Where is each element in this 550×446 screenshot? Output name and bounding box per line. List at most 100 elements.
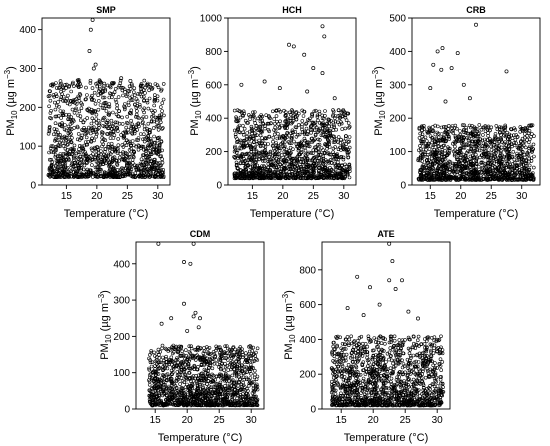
scatter-point [527, 137, 532, 142]
scatter-point [129, 108, 134, 113]
scatter-point [110, 95, 114, 100]
scatter-point [63, 147, 68, 151]
scatter-point [155, 120, 159, 125]
scatter-point [142, 168, 147, 173]
scatter-point [132, 90, 136, 94]
scatter-point [121, 145, 126, 149]
scatter-point [65, 97, 69, 101]
scatter-point [114, 100, 119, 104]
scatter-point [126, 121, 130, 126]
scatter-point [258, 119, 263, 124]
scatter-point [320, 24, 325, 29]
scatter-point [417, 136, 422, 140]
scatter-point [81, 167, 86, 172]
scatter-point [112, 148, 117, 152]
scatter-point [118, 152, 123, 156]
scatter-point [161, 174, 166, 178]
scatter-point [67, 84, 72, 88]
scatter-point [71, 100, 75, 104]
scatter-point [84, 85, 88, 90]
scatter-point [81, 120, 86, 125]
scatter-point [315, 115, 320, 119]
scatter-point [57, 171, 61, 175]
scatter-point [152, 103, 156, 108]
scatter-point [218, 380, 223, 385]
scatter-point [93, 155, 97, 159]
scatter-point [89, 126, 93, 131]
scatter-point [322, 34, 327, 39]
scatter-point [111, 92, 115, 97]
scatter-point [100, 118, 105, 122]
scatter-point [279, 123, 284, 128]
scatter-point [147, 175, 152, 179]
scatter-point [135, 168, 139, 172]
panel-title: CDM [190, 229, 211, 239]
scatter-point [458, 129, 462, 133]
scatter-point [101, 89, 105, 93]
scatter-point [116, 175, 120, 179]
scatter-point [307, 118, 312, 123]
scatter-point [97, 89, 101, 93]
scatter-point [100, 132, 104, 136]
scatter-point [90, 148, 94, 152]
scatter-point [76, 132, 81, 136]
scatter-point [130, 158, 135, 162]
y-tick-label: 300 [19, 64, 36, 75]
scatter-point [113, 98, 118, 102]
scatter-point [140, 169, 144, 173]
scatter-point [305, 89, 310, 94]
scatter-point [341, 157, 346, 162]
scatter-point [226, 368, 230, 372]
scatter-point [92, 119, 96, 123]
scatter-point [527, 163, 532, 168]
scatter-point [69, 89, 73, 94]
scatter-point [47, 104, 51, 109]
scatter-point [249, 124, 254, 129]
scatter-point [84, 131, 89, 136]
scatter-point [84, 152, 88, 156]
scatter-point [68, 149, 72, 153]
scatter-point [62, 134, 67, 139]
scatter-point [112, 167, 117, 171]
scatter-point [96, 118, 101, 123]
scatter-point [136, 168, 141, 172]
scatter-point [160, 101, 165, 105]
scatter-point [60, 92, 64, 96]
scatter-point [77, 174, 82, 179]
scatter-point [480, 146, 485, 151]
scatter-point [94, 117, 99, 121]
scatter-point [56, 100, 60, 104]
scatter-point [303, 148, 308, 153]
scatter-point [332, 125, 337, 129]
scatter-point [101, 174, 106, 179]
scatter-point [80, 144, 84, 149]
scatter-point [128, 96, 132, 100]
scatter-point [142, 162, 146, 166]
scatter-point [339, 121, 344, 126]
scatter-point [73, 108, 78, 112]
scatter-point [59, 139, 64, 143]
scatter-point [61, 88, 66, 92]
y-tick-label: 400 [19, 25, 36, 36]
scatter-point [49, 109, 53, 113]
scatter-point [102, 84, 106, 88]
scatter-point [145, 100, 150, 105]
scatter-point [148, 149, 152, 153]
scatter-point [91, 152, 95, 156]
scatter-point [114, 158, 119, 163]
scatter-point [57, 86, 61, 90]
scatter-point [59, 124, 64, 128]
scatter-point [129, 118, 133, 123]
scatter-point [331, 108, 335, 112]
scatter-point [75, 124, 80, 129]
scatter-point [158, 149, 162, 154]
scatter-point [76, 160, 80, 164]
scatter-point [478, 155, 482, 160]
scatter-point [103, 171, 107, 176]
scatter-point [93, 102, 98, 106]
scatter-point [142, 99, 146, 103]
scatter-point [155, 138, 160, 143]
scatter-point [126, 89, 130, 93]
x-tick-label: 25 [308, 191, 320, 202]
scatter-point [320, 71, 325, 76]
